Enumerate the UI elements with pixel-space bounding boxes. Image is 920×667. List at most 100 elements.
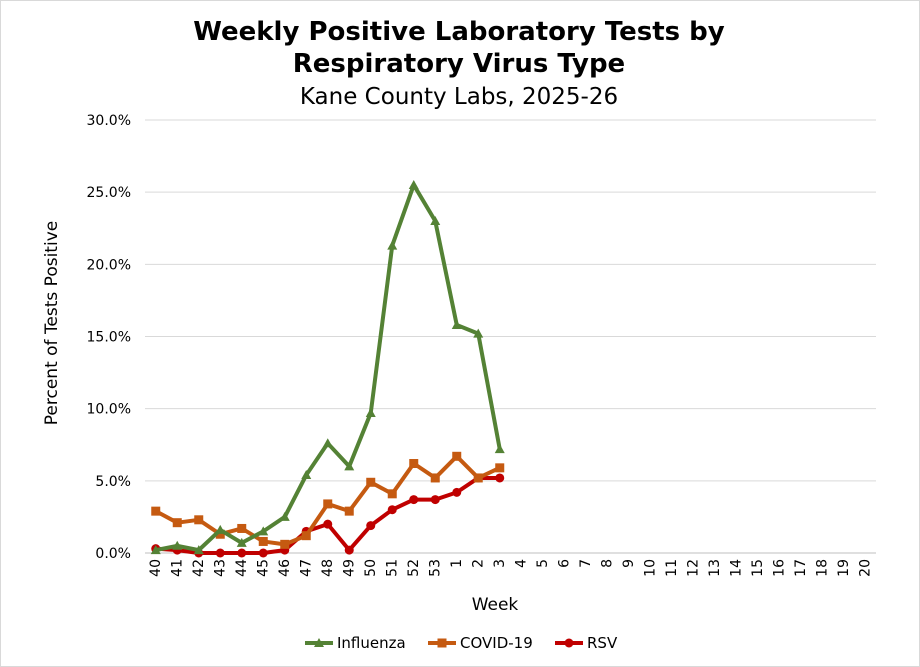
x-tick-label: 4	[513, 559, 529, 568]
data-point-covid-19	[215, 529, 225, 539]
data-point-rsv	[409, 495, 419, 505]
x-axis-ticks: 40 41 42 43 44 45 46 47 48 49 50 51 52 53 1 2 3 4 5 6 7 8 9 10 1…	[148, 559, 874, 577]
data-point-influenza	[365, 407, 376, 417]
x-tick-label: 40	[148, 559, 164, 577]
series-rsv	[151, 473, 505, 558]
data-point-influenza	[236, 537, 247, 547]
chart-subtitle: Kane County Labs, 2025-26	[300, 84, 618, 110]
chart-title-group: Weekly Positive Laboratory Tests by Resp…	[193, 17, 725, 110]
y-tick-label: 5.0%	[95, 474, 131, 490]
x-tick-label: 42	[191, 559, 207, 577]
data-point-covid-19	[258, 536, 268, 546]
chart-title-line-2: Respiratory Virus Type	[293, 49, 625, 79]
data-point-covid-19	[301, 531, 311, 541]
data-point-covid-19	[280, 539, 290, 549]
legend-swatch-marker	[564, 638, 574, 648]
x-tick-label: 48	[320, 559, 336, 577]
x-tick-label: 43	[212, 559, 228, 577]
x-tick-label: 1	[449, 559, 465, 568]
x-tick-label: 20	[857, 559, 873, 577]
legend-label: RSV	[587, 634, 618, 652]
series-influenza	[150, 179, 505, 555]
data-point-covid-19	[151, 506, 161, 516]
legend: Influenza COVID-19 RSV	[305, 634, 618, 652]
y-tick-label: 25.0%	[87, 185, 131, 201]
data-point-influenza	[172, 540, 183, 550]
data-point-influenza	[193, 545, 204, 555]
x-tick-label: 13	[707, 559, 723, 577]
x-tick-label: 17	[793, 559, 809, 577]
x-tick-label: 2	[470, 559, 486, 568]
data-point-influenza	[150, 545, 161, 555]
y-tick-label: 20.0%	[87, 257, 131, 273]
data-point-covid-19	[323, 499, 333, 509]
data-point-covid-19	[473, 473, 483, 483]
x-tick-label: 10	[642, 559, 658, 577]
data-point-rsv	[344, 545, 354, 555]
x-tick-label: 47	[298, 559, 314, 577]
data-point-covid-19	[387, 489, 397, 499]
data-point-influenza	[322, 438, 333, 448]
data-point-rsv	[387, 505, 397, 515]
x-tick-label: 45	[255, 559, 271, 577]
x-tick-label: 46	[277, 559, 293, 577]
legend-item-influenza: Influenza	[305, 634, 406, 652]
data-point-influenza	[258, 526, 269, 536]
x-tick-label: 7	[578, 559, 594, 568]
x-tick-label: 49	[341, 559, 357, 577]
data-point-covid-19	[366, 477, 376, 487]
data-point-covid-19	[495, 463, 505, 473]
data-point-rsv	[366, 521, 376, 531]
data-point-rsv	[430, 495, 440, 505]
y-tick-label: 0.0%	[95, 546, 131, 562]
chart-title-line-1: Weekly Positive Laboratory Tests by	[193, 17, 725, 47]
legend-label: COVID-19	[460, 634, 533, 652]
data-point-rsv	[258, 548, 268, 558]
legend-swatch-marker	[437, 638, 447, 648]
data-point-covid-19	[452, 451, 462, 461]
data-point-influenza	[215, 524, 226, 534]
data-point-influenza	[279, 511, 290, 521]
data-point-influenza	[473, 328, 484, 338]
data-point-influenza	[451, 319, 462, 329]
gridlines	[145, 119, 876, 554]
y-tick-label: 10.0%	[87, 402, 131, 418]
data-point-covid-19	[430, 473, 440, 483]
x-tick-label: 44	[234, 559, 250, 577]
legend-label: Influenza	[337, 634, 406, 652]
data-point-influenza	[301, 470, 312, 480]
x-tick-label: 6	[556, 559, 572, 568]
data-series	[150, 179, 505, 558]
data-point-covid-19	[194, 515, 204, 525]
data-point-rsv	[323, 519, 333, 529]
x-tick-label: 8	[599, 559, 615, 568]
y-axis-ticks: 0.0% 5.0% 10.0% 15.0% 20.0% 25.0% 30.0%	[87, 113, 131, 562]
series-covid-19	[151, 451, 505, 549]
x-tick-label: 52	[406, 559, 422, 577]
y-tick-label: 15.0%	[87, 330, 131, 346]
legend-item-rsv: RSV	[555, 634, 618, 652]
x-tick-label: 12	[685, 559, 701, 577]
data-point-covid-19	[344, 506, 354, 516]
y-axis-label: Percent of Tests Positive	[42, 221, 62, 425]
data-point-rsv	[237, 548, 247, 558]
data-point-rsv	[215, 548, 225, 558]
data-point-covid-19	[409, 459, 419, 469]
x-tick-label: 3	[492, 559, 508, 568]
x-tick-label: 41	[169, 559, 185, 577]
y-tick-label: 30.0%	[87, 113, 131, 129]
legend-swatch-marker	[314, 638, 324, 647]
x-tick-label: 18	[814, 559, 830, 577]
x-tick-label: 16	[771, 559, 787, 577]
data-point-covid-19	[237, 523, 247, 533]
x-tick-label: 53	[427, 559, 443, 577]
x-tick-label: 50	[363, 559, 379, 577]
x-tick-label: 11	[664, 559, 680, 577]
x-tick-label: 51	[384, 559, 400, 577]
data-point-influenza	[387, 240, 398, 250]
x-axis-label: Week	[472, 595, 519, 615]
data-point-rsv	[495, 473, 505, 483]
data-point-covid-19	[172, 518, 182, 528]
